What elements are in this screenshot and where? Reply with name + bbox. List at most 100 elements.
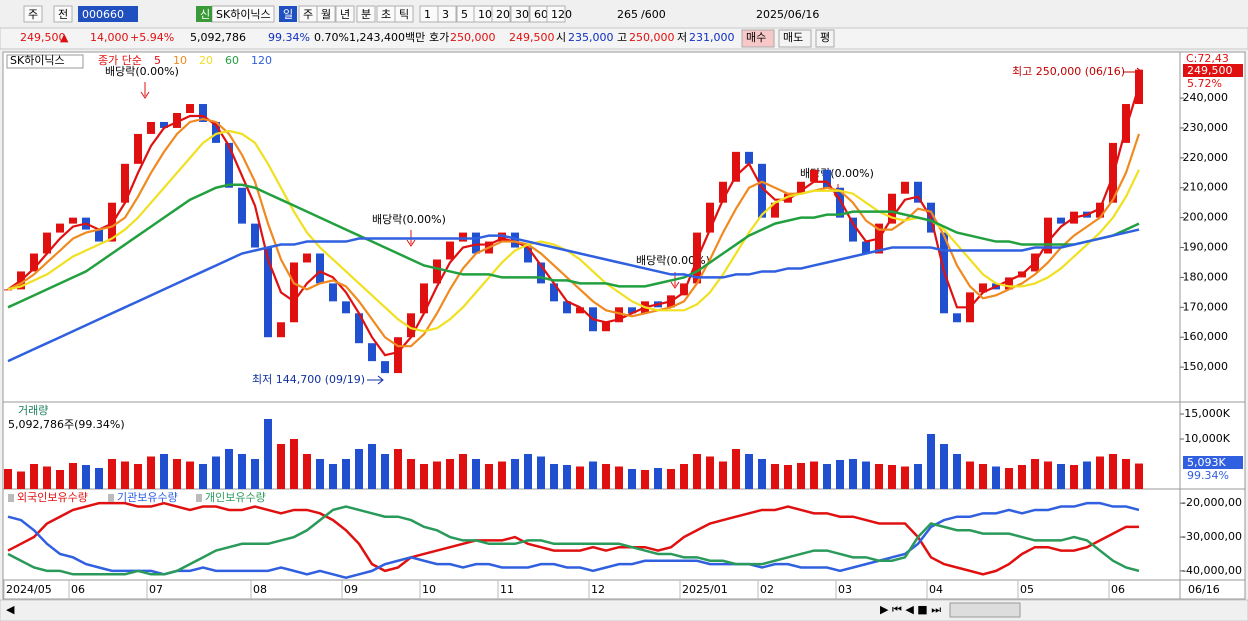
toolbar-item[interactable]: 10: [478, 8, 492, 21]
volume-bar: [199, 464, 207, 489]
volume-bar: [732, 449, 740, 489]
legend-item: 5: [154, 54, 161, 67]
series-line: [7, 183, 1140, 309]
low-label: 최저 144,700 (09/19): [252, 373, 365, 386]
quote-item[interactable]: 매도: [783, 31, 803, 44]
toolbar-button[interactable]: [437, 5, 457, 23]
y-tick-label: 210,000: [1183, 181, 1229, 194]
quote-item: +5.94%: [130, 31, 174, 44]
x-tick-label: 03: [838, 583, 852, 596]
toolbar-item[interactable]: 일: [283, 7, 293, 21]
quote-item: 249,500: [20, 31, 66, 44]
toolbar-item[interactable]: SK하이닉스: [216, 7, 271, 21]
quote-button[interactable]: [741, 29, 775, 48]
toolbar-button[interactable]: [53, 5, 73, 23]
volume-bar: [485, 464, 493, 489]
toolbar-item[interactable]: 265: [617, 8, 638, 21]
toolbar-button[interactable]: [394, 5, 414, 23]
volume-bar: [511, 459, 519, 489]
quote-item: 시: [556, 31, 566, 44]
candle: [1005, 277, 1013, 290]
scrollbar[interactable]: [0, 599, 1248, 621]
candle: [615, 307, 623, 323]
toolbar-button[interactable]: [510, 5, 530, 23]
volume-bar: [849, 459, 857, 489]
toolbar-item[interactable]: 주: [303, 8, 313, 21]
volume-bar: [706, 456, 714, 489]
volume-bar: [953, 454, 961, 489]
toolbar-item[interactable]: 20: [496, 8, 510, 21]
toolbar-button[interactable]: [23, 5, 43, 23]
volume-bar: [784, 465, 792, 489]
volume-bar: [1096, 456, 1104, 489]
toolbar-item[interactable]: 1: [424, 8, 431, 21]
toolbar-button[interactable]: [491, 5, 511, 23]
legend-swatch: [8, 494, 14, 502]
candle: [810, 169, 818, 182]
candle: [719, 181, 727, 203]
series-line: [7, 501, 1140, 579]
quote-item: 고: [617, 31, 627, 44]
legend-item: 10: [173, 54, 187, 67]
toolbar-item[interactable]: /600: [641, 8, 666, 21]
volume-bar: [1109, 454, 1117, 489]
x-tick-label: 08: [253, 583, 267, 596]
quote-button[interactable]: [778, 29, 812, 48]
toolbar-item[interactable]: 월: [321, 8, 331, 21]
y-tick-label: 220,000: [1183, 151, 1229, 164]
toolbar-item[interactable]: 120: [551, 8, 572, 21]
y-tick-label: 200,000: [1183, 211, 1229, 224]
candle: [251, 223, 259, 248]
toolbar-button[interactable]: [546, 5, 566, 23]
toolbar-item[interactable]: 3: [442, 8, 449, 21]
toolbar-item[interactable]: 000660: [82, 8, 124, 21]
scroll-right[interactable]: ▶ ⏮ ◀ ■ ⏭: [880, 603, 941, 616]
volume-bar: [576, 466, 584, 489]
x-tick-label: 11: [500, 583, 514, 596]
toolbar-item[interactable]: 주: [28, 8, 38, 21]
scroll-thumb[interactable]: [949, 602, 1021, 618]
toolbar-item[interactable]: 분: [361, 8, 371, 21]
volume-subtitle: 5,092,786주(99.34%): [8, 418, 125, 431]
volume-bar: [1083, 461, 1091, 489]
candle: [797, 181, 805, 194]
quote-item: 1,243,400백만: [349, 31, 425, 44]
candle: [316, 253, 324, 284]
toolbar-item[interactable]: 초: [381, 8, 391, 21]
toolbar-item[interactable]: 신: [200, 8, 210, 21]
quote-item[interactable]: 매수: [746, 31, 766, 44]
volume-bar: [472, 459, 480, 489]
quote-item: 250,000: [629, 31, 675, 44]
quote-item: 231,000: [689, 31, 735, 44]
toolbar-item[interactable]: 전: [58, 8, 68, 21]
volume-bar: [823, 464, 831, 489]
volume-bar: [979, 464, 987, 489]
x-tick-label: 04: [929, 583, 943, 596]
quote-item: 235,000: [568, 31, 614, 44]
scroll-left[interactable]: ◀: [6, 603, 15, 616]
quote-item[interactable]: 평: [820, 31, 830, 44]
toolbar-item[interactable]: 2025/06/16: [756, 8, 819, 21]
volume-bar: [1018, 465, 1026, 489]
candle: [602, 322, 610, 332]
toolbar-item[interactable]: 30: [515, 8, 529, 21]
series-line: [7, 129, 1140, 333]
toolbar-button[interactable]: [335, 5, 355, 23]
toolbar-button[interactable]: [356, 5, 376, 23]
volume-bar: [342, 459, 350, 489]
toolbar-button[interactable]: [316, 5, 336, 23]
toolbar-item[interactable]: 5: [461, 8, 468, 21]
toolbar-item[interactable]: 년: [340, 8, 350, 21]
y-tick-label: -20,000,00: [1182, 496, 1242, 509]
toolbar-item[interactable]: 60: [534, 8, 548, 21]
candle: [303, 253, 311, 263]
volume-bar: [875, 464, 883, 489]
volume-bar: [407, 459, 415, 489]
toolbar-item[interactable]: 틱: [399, 8, 409, 21]
last-date: 06/16: [1188, 583, 1220, 596]
volume-bar: [212, 456, 220, 489]
volume-bar: [121, 461, 129, 489]
candle: [459, 232, 467, 242]
candle: [1096, 202, 1104, 218]
quote-button[interactable]: [815, 29, 835, 48]
